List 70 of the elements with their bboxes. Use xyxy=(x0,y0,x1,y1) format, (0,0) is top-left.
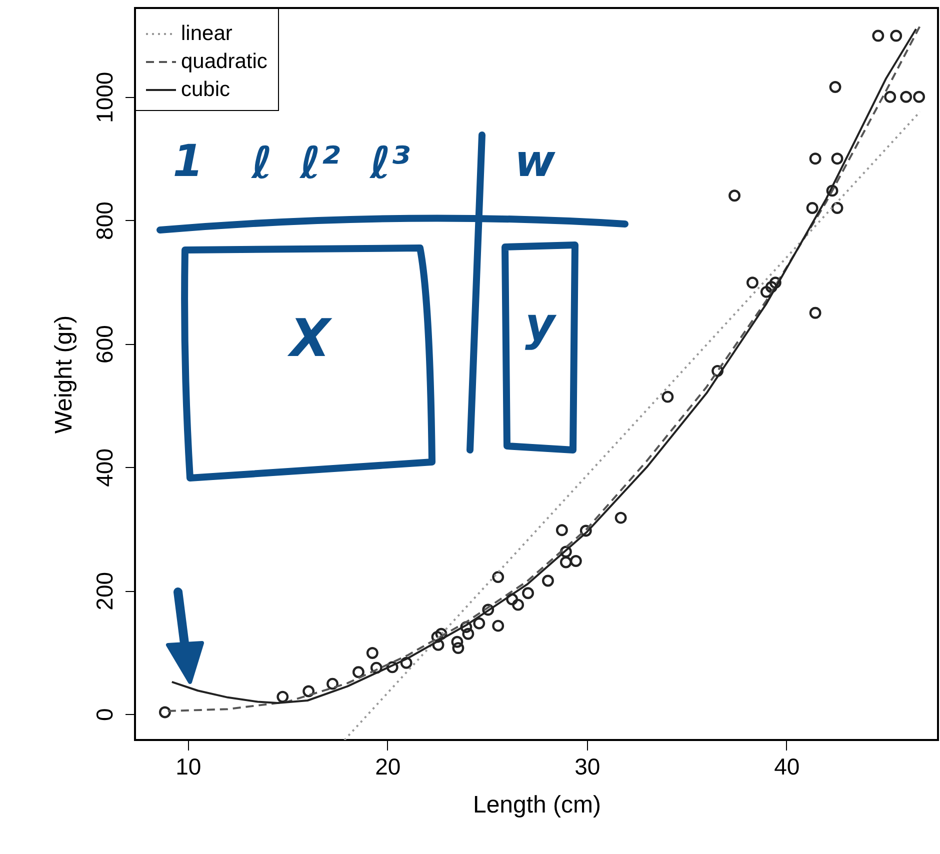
point xyxy=(386,661,398,674)
x-tick-label: 20 xyxy=(375,754,401,780)
annotation: y xyxy=(525,297,557,351)
x-tick-label: 40 xyxy=(774,754,800,780)
y-tick-label: 200 xyxy=(92,572,118,610)
point xyxy=(512,598,524,611)
point xyxy=(662,390,674,403)
annotation: X xyxy=(286,309,333,369)
y-tick-label: 600 xyxy=(92,325,118,364)
x-tick-label: 30 xyxy=(574,754,600,780)
y-tick-label: 1000 xyxy=(92,72,118,123)
point xyxy=(506,593,518,606)
point xyxy=(712,364,724,377)
annotation: ℓ² xyxy=(298,138,340,189)
point xyxy=(560,546,572,558)
point xyxy=(913,90,926,103)
point xyxy=(352,666,364,678)
point xyxy=(809,152,822,165)
point xyxy=(452,642,464,654)
point xyxy=(432,638,444,651)
point xyxy=(831,202,844,214)
point xyxy=(831,152,844,165)
x-axis-title: Length (cm) xyxy=(472,792,602,818)
point xyxy=(746,276,758,289)
point xyxy=(473,617,486,630)
point xyxy=(542,574,554,587)
point xyxy=(276,690,289,703)
y-tick-label: 800 xyxy=(92,202,118,240)
point xyxy=(370,662,382,674)
point xyxy=(302,685,315,698)
point xyxy=(809,306,822,319)
point xyxy=(872,30,884,42)
point xyxy=(462,628,474,640)
point xyxy=(829,81,842,93)
y-tick-label: 400 xyxy=(92,448,118,487)
point xyxy=(560,556,572,568)
point xyxy=(728,190,740,202)
point xyxy=(482,604,494,616)
point xyxy=(884,90,896,103)
point xyxy=(765,281,778,293)
point xyxy=(492,620,504,632)
point xyxy=(826,184,838,197)
annotation: ℓ xyxy=(250,138,272,189)
point xyxy=(570,555,582,567)
point xyxy=(522,587,534,600)
y-axis-title: Weight (gr) xyxy=(50,315,78,434)
x-tick-label: 10 xyxy=(176,754,202,780)
point xyxy=(806,202,818,214)
annotation: w xyxy=(514,136,556,187)
point xyxy=(451,636,464,648)
point xyxy=(900,90,912,103)
point xyxy=(492,571,504,584)
point xyxy=(556,524,568,536)
point xyxy=(460,621,472,634)
point xyxy=(400,656,412,669)
legend-label: linear xyxy=(181,22,232,45)
point xyxy=(435,628,448,640)
annotation: ℓ³ xyxy=(368,138,410,189)
point xyxy=(326,678,338,690)
point xyxy=(890,30,902,42)
legend-label: quadratic xyxy=(181,50,268,73)
point xyxy=(580,524,592,537)
annotation: 1 xyxy=(172,136,204,187)
point xyxy=(769,276,782,289)
legend-label: cubic xyxy=(181,78,230,101)
point xyxy=(158,706,171,718)
point xyxy=(614,512,627,524)
point xyxy=(366,647,378,659)
point xyxy=(760,286,772,298)
y-tick-label: 0 xyxy=(92,708,118,721)
